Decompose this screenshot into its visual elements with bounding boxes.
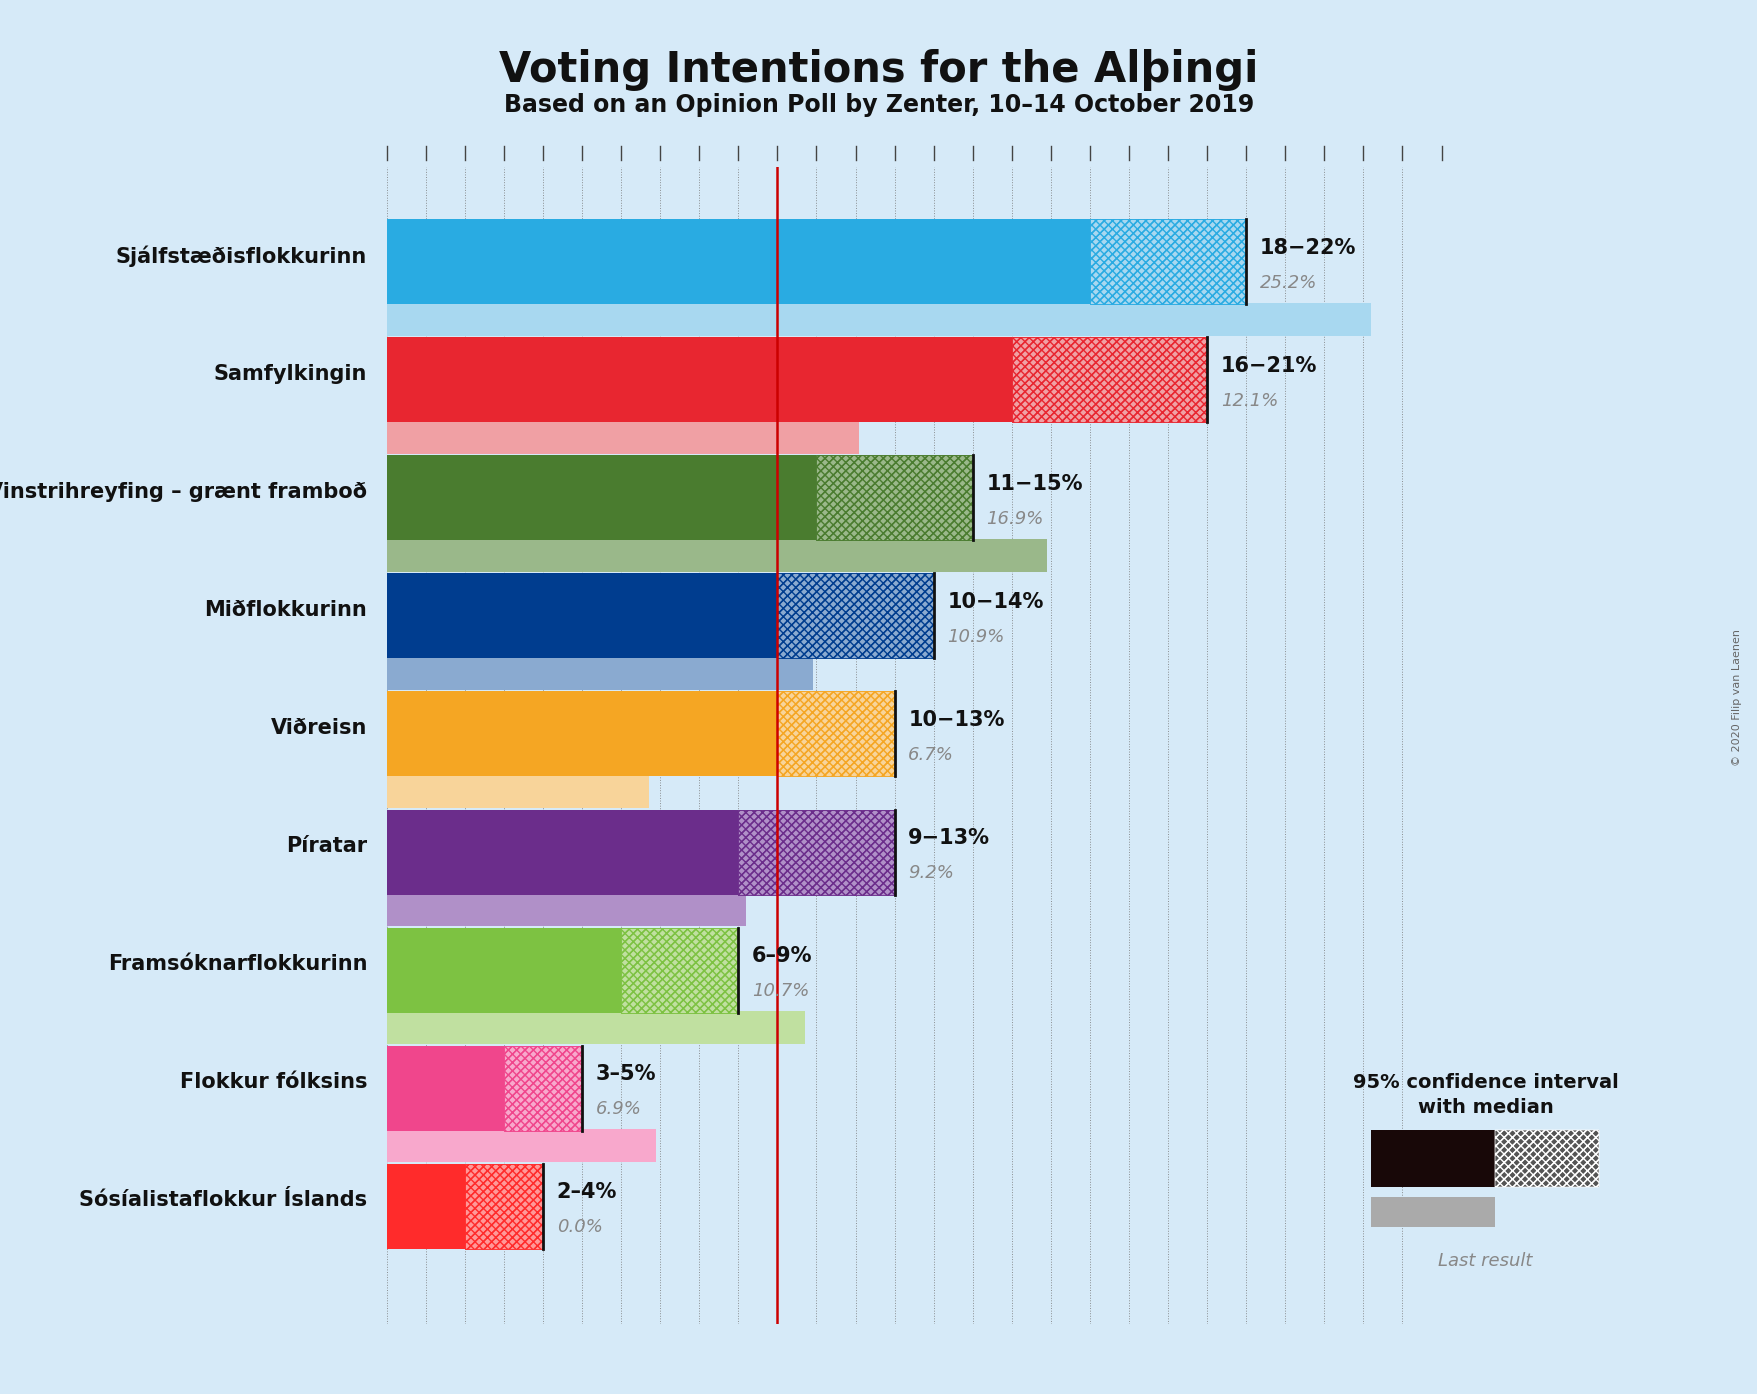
Bar bbox=[387, 219, 1089, 304]
Text: 95% confidence interval
with median: 95% confidence interval with median bbox=[1351, 1073, 1618, 1118]
Text: 25.2%: 25.2% bbox=[1260, 275, 1316, 291]
Text: 10−14%: 10−14% bbox=[947, 591, 1044, 612]
Bar bbox=[387, 657, 812, 690]
Bar bbox=[387, 810, 738, 895]
Bar bbox=[387, 691, 777, 776]
Bar bbox=[387, 894, 745, 926]
Text: Flokkur fólksins: Flokkur fólksins bbox=[179, 1072, 367, 1093]
Bar bbox=[387, 573, 777, 658]
Bar bbox=[815, 456, 972, 541]
Text: 12.1%: 12.1% bbox=[1219, 392, 1277, 410]
Bar bbox=[777, 573, 933, 658]
Bar bbox=[387, 456, 815, 541]
Bar bbox=[620, 927, 738, 1012]
Bar bbox=[464, 1164, 543, 1249]
Bar bbox=[387, 1011, 805, 1044]
Text: 10.7%: 10.7% bbox=[752, 983, 808, 1001]
Text: 3–5%: 3–5% bbox=[596, 1064, 655, 1085]
Text: Last result: Last result bbox=[1437, 1252, 1532, 1270]
Text: 9−13%: 9−13% bbox=[908, 828, 989, 848]
Bar bbox=[1012, 337, 1207, 422]
Bar bbox=[1012, 337, 1207, 422]
Text: Sósíalistaflokkur Íslands: Sósíalistaflokkur Íslands bbox=[79, 1190, 367, 1210]
Text: Viðreisn: Viðreisn bbox=[271, 718, 367, 737]
Text: Vinstrihreyfing – grænt framboð: Vinstrihreyfing – grænt framboð bbox=[0, 482, 367, 502]
Text: 9.2%: 9.2% bbox=[908, 864, 954, 882]
Bar bbox=[387, 1046, 504, 1131]
Bar bbox=[777, 691, 894, 776]
Text: Samfylkingin: Samfylkingin bbox=[214, 364, 367, 383]
Bar bbox=[738, 810, 894, 895]
Bar bbox=[1493, 1131, 1599, 1186]
Bar bbox=[815, 456, 972, 541]
Bar bbox=[387, 927, 620, 1012]
Bar bbox=[1370, 1197, 1493, 1227]
Bar bbox=[1089, 219, 1246, 304]
Text: 10.9%: 10.9% bbox=[947, 629, 1005, 647]
Text: © 2020 Filip van Laenen: © 2020 Filip van Laenen bbox=[1731, 629, 1741, 765]
Bar bbox=[387, 421, 859, 453]
Bar bbox=[777, 573, 933, 658]
Text: 6.9%: 6.9% bbox=[596, 1100, 641, 1118]
Text: 16.9%: 16.9% bbox=[986, 510, 1044, 528]
Bar bbox=[620, 927, 738, 1012]
Bar bbox=[738, 810, 894, 895]
Bar bbox=[464, 1164, 543, 1249]
Text: Miðflokkurinn: Miðflokkurinn bbox=[204, 599, 367, 620]
Text: 10−13%: 10−13% bbox=[908, 710, 1003, 730]
Bar bbox=[504, 1046, 582, 1131]
Text: 18−22%: 18−22% bbox=[1260, 237, 1355, 258]
Bar bbox=[777, 691, 894, 776]
Bar bbox=[387, 337, 1012, 422]
Bar bbox=[1089, 219, 1246, 304]
Bar bbox=[1370, 1131, 1493, 1186]
Bar bbox=[777, 573, 933, 658]
Text: Framsóknarflokkurinn: Framsóknarflokkurinn bbox=[107, 955, 367, 974]
Text: 2–4%: 2–4% bbox=[557, 1182, 617, 1202]
Bar bbox=[464, 1164, 543, 1249]
Bar bbox=[738, 810, 894, 895]
Text: 6–9%: 6–9% bbox=[752, 947, 812, 966]
Bar bbox=[1089, 219, 1246, 304]
Text: Píratar: Píratar bbox=[286, 836, 367, 856]
Text: Voting Intentions for the Alþingi: Voting Intentions for the Alþingi bbox=[499, 49, 1258, 91]
Bar bbox=[504, 1046, 582, 1131]
Text: 16−21%: 16−21% bbox=[1219, 355, 1316, 375]
Text: 6.7%: 6.7% bbox=[908, 746, 954, 764]
Bar bbox=[620, 927, 738, 1012]
Bar bbox=[1493, 1131, 1599, 1186]
Bar bbox=[387, 775, 648, 809]
Text: Based on an Opinion Poll by Zenter, 10–14 October 2019: Based on an Opinion Poll by Zenter, 10–1… bbox=[504, 93, 1253, 117]
Text: 11−15%: 11−15% bbox=[986, 474, 1082, 493]
Bar bbox=[1012, 337, 1207, 422]
Bar bbox=[387, 1164, 464, 1249]
Bar bbox=[387, 302, 1370, 336]
Text: 0.0%: 0.0% bbox=[557, 1218, 603, 1236]
Bar bbox=[387, 1129, 655, 1163]
Bar bbox=[777, 691, 894, 776]
Bar bbox=[387, 538, 1047, 572]
Text: Sjálfstæðisflokkurinn: Sjálfstæðisflokkurinn bbox=[116, 245, 367, 266]
Bar bbox=[815, 456, 972, 541]
Bar bbox=[1493, 1131, 1599, 1186]
Bar bbox=[504, 1046, 582, 1131]
